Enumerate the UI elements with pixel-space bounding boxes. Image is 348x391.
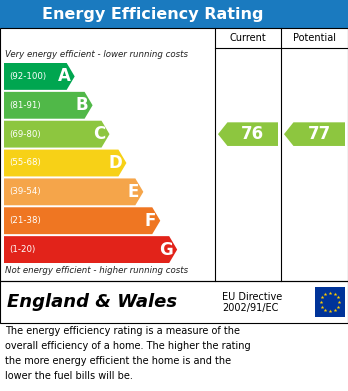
Text: EU Directive: EU Directive [222, 292, 282, 302]
Text: Energy Efficiency Rating: Energy Efficiency Rating [42, 7, 264, 22]
Bar [0, 281, 348, 323]
Text: F: F [145, 212, 156, 230]
Text: (81-91): (81-91) [9, 101, 41, 110]
Bar [0, 28, 348, 281]
Text: The energy efficiency rating is a measure of the: The energy efficiency rating is a measur… [5, 326, 240, 335]
Polygon shape [4, 63, 75, 90]
Text: (92-100): (92-100) [9, 72, 46, 81]
Text: D: D [109, 154, 122, 172]
Text: (21-38): (21-38) [9, 216, 41, 225]
Polygon shape [4, 207, 160, 234]
Polygon shape [4, 178, 143, 205]
Text: E: E [128, 183, 139, 201]
Text: (1-20): (1-20) [9, 245, 35, 254]
Text: Very energy efficient - lower running costs: Very energy efficient - lower running co… [5, 50, 188, 59]
Text: G: G [159, 240, 173, 258]
Text: 76: 76 [241, 125, 264, 143]
Text: Not energy efficient - higher running costs: Not energy efficient - higher running co… [5, 266, 188, 275]
Text: England & Wales: England & Wales [7, 293, 177, 311]
Text: lower the fuel bills will be.: lower the fuel bills will be. [5, 371, 133, 381]
Polygon shape [4, 150, 126, 176]
Text: (69-80): (69-80) [9, 130, 41, 139]
Polygon shape [4, 92, 93, 119]
Text: B: B [76, 96, 89, 114]
Text: (39-54): (39-54) [9, 187, 41, 196]
Bar [0, 281, 348, 323]
Polygon shape [218, 122, 278, 146]
Text: Potential: Potential [293, 33, 336, 43]
Polygon shape [284, 122, 345, 146]
Text: C: C [93, 125, 105, 143]
Text: 2002/91/EC: 2002/91/EC [222, 303, 278, 313]
Text: A: A [58, 67, 71, 85]
Text: (55-68): (55-68) [9, 158, 41, 167]
Text: the more energy efficient the home is and the: the more energy efficient the home is an… [5, 356, 231, 366]
Polygon shape [4, 121, 110, 147]
Bar [0, 0, 348, 28]
Text: overall efficiency of a home. The higher the rating: overall efficiency of a home. The higher… [5, 341, 251, 351]
Text: 77: 77 [308, 125, 331, 143]
Text: Current: Current [230, 33, 266, 43]
Bar [315, 287, 345, 317]
Polygon shape [4, 236, 177, 263]
